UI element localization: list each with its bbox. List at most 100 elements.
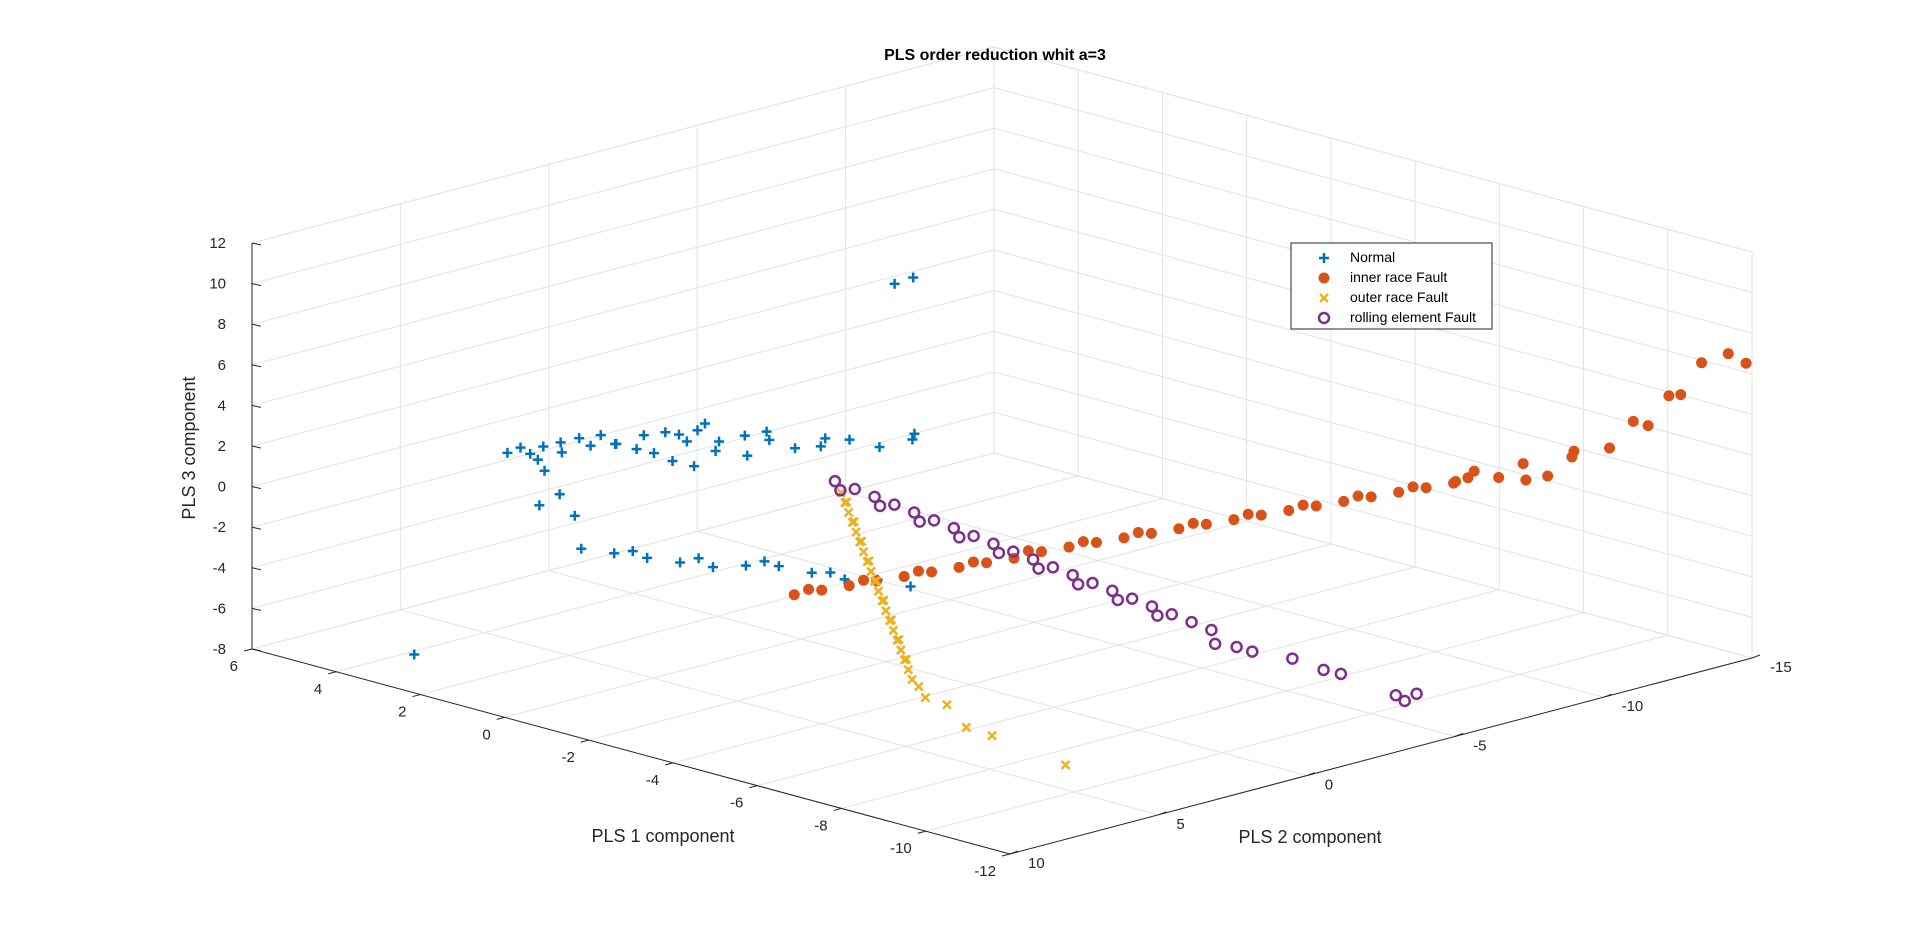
- y-axis-label: PLS 2 component: [1238, 827, 1381, 847]
- x-stroke: [913, 681, 924, 692]
- data-point: [1060, 760, 1071, 770]
- z-grid-line: [993, 452, 1753, 659]
- data-point: [574, 433, 585, 444]
- series-rolling-element-fault: [828, 474, 1423, 708]
- dot: [843, 580, 855, 592]
- x-tick-label: -6: [730, 795, 743, 812]
- data-points: [409, 272, 1752, 770]
- x-tick-label: 6: [230, 658, 238, 675]
- dot: [788, 589, 800, 601]
- data-point: [554, 489, 565, 500]
- y-grid-line: [845, 491, 1604, 698]
- data-point: [898, 570, 910, 582]
- data-point: [1228, 514, 1240, 526]
- z-tick-label: 8: [218, 316, 226, 333]
- data-point: [1066, 568, 1079, 582]
- y-axis-line: [1009, 657, 1753, 855]
- y-tick-mark: [1455, 732, 1464, 737]
- z-grid-line: [993, 411, 1753, 618]
- data-point: [1071, 578, 1085, 591]
- dot: [1036, 546, 1047, 558]
- x-tick-label: -4: [646, 772, 659, 789]
- data-point: [816, 584, 828, 596]
- z-tick-mark: [251, 283, 262, 287]
- z-grid-line: [251, 330, 995, 528]
- y-tick-label: -10: [1622, 698, 1644, 715]
- data-point: [1026, 553, 1040, 566]
- legend: Normal inner race Fault outer race Fault…: [1290, 242, 1493, 330]
- data-point: [595, 430, 606, 441]
- ring: [1125, 592, 1139, 605]
- z-grid-line: [251, 208, 995, 406]
- dot: [1255, 509, 1267, 521]
- x-stroke: [858, 546, 869, 557]
- data-point: [848, 482, 862, 496]
- data-point: [1145, 527, 1157, 539]
- data-point: [843, 580, 855, 592]
- y-tick-mark: [1751, 654, 1761, 659]
- x-stroke: [895, 645, 906, 655]
- legend-marker-plus-icon: [1319, 253, 1329, 263]
- data-point: [886, 615, 897, 625]
- data-point: [1297, 499, 1309, 511]
- x-stroke: [901, 654, 912, 665]
- dot: [1310, 500, 1322, 512]
- y-tick-label: 5: [1176, 816, 1184, 833]
- dot: [1365, 491, 1377, 503]
- z-tick-mark: [251, 364, 262, 368]
- data-point: [803, 583, 815, 595]
- z-grid-line: [993, 330, 1753, 537]
- data-point: [693, 553, 704, 564]
- data-point: [927, 514, 941, 527]
- dot: [1187, 517, 1199, 529]
- data-point: [1566, 451, 1578, 463]
- data-point: [1407, 481, 1419, 493]
- dot: [1420, 482, 1432, 494]
- dot: [1318, 272, 1330, 284]
- data-point: [1286, 652, 1299, 665]
- z-grid-line: [993, 371, 1753, 578]
- data-point: [648, 448, 659, 459]
- data-point: [987, 730, 997, 741]
- dot: [1173, 523, 1185, 535]
- x-tick-label: 2: [398, 704, 406, 721]
- data-point: [825, 567, 836, 578]
- data-point: [1077, 536, 1089, 548]
- z-tick-mark: [251, 323, 262, 327]
- z-grid-line: [251, 46, 995, 244]
- data-point: [908, 272, 919, 283]
- x-stroke: [907, 674, 917, 685]
- x-stroke: [961, 722, 972, 733]
- dot: [1675, 389, 1687, 401]
- dot: [1242, 508, 1254, 520]
- data-point: [692, 425, 703, 436]
- data-point: [1200, 518, 1212, 530]
- dot: [1520, 474, 1532, 486]
- data-point: [1542, 470, 1554, 482]
- data-point: [895, 645, 906, 655]
- ring: [987, 537, 1000, 551]
- data-point: [1696, 357, 1708, 369]
- x-grid-line: [672, 566, 1416, 764]
- data-point: [841, 497, 852, 507]
- data-point: [942, 699, 952, 710]
- data-point: [525, 448, 536, 459]
- x-stroke: [881, 605, 891, 616]
- data-point: [675, 557, 686, 568]
- ring: [953, 531, 966, 544]
- dot: [1283, 505, 1295, 517]
- ring: [1286, 652, 1299, 665]
- data-point: [858, 546, 869, 557]
- x-tick-label: -8: [814, 817, 827, 834]
- ring: [1026, 553, 1040, 566]
- z-tick-label: -2: [213, 519, 226, 536]
- data-point: [1493, 472, 1505, 484]
- data-point: [710, 445, 721, 456]
- z-grid-line: [251, 127, 995, 325]
- ring: [1205, 623, 1218, 637]
- legend-label: rolling element Fault: [1350, 309, 1476, 325]
- x-stroke: [856, 536, 867, 547]
- data-point: [1283, 505, 1295, 517]
- data-point: [947, 521, 961, 535]
